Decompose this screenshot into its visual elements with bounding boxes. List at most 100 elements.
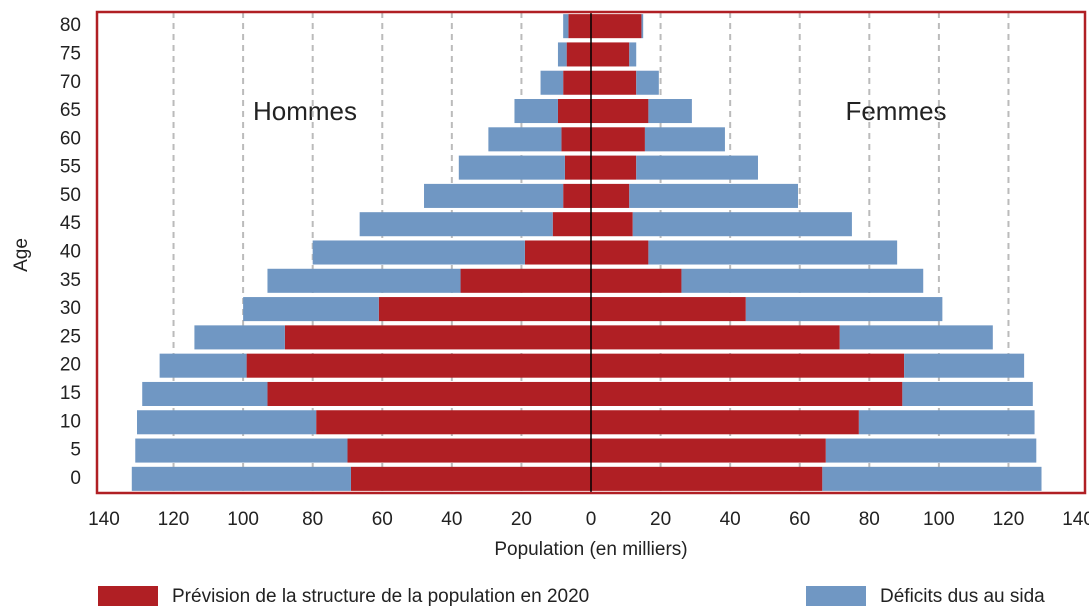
bar bbox=[591, 99, 649, 124]
bar bbox=[902, 381, 1033, 406]
bar bbox=[648, 99, 692, 124]
bar bbox=[552, 212, 591, 237]
bar bbox=[822, 466, 1042, 491]
bar bbox=[591, 381, 903, 406]
bar bbox=[312, 240, 525, 265]
annotation: Femmes bbox=[845, 96, 946, 126]
x-tick-label: 100 bbox=[227, 509, 259, 530]
bar bbox=[540, 70, 564, 95]
bar bbox=[591, 268, 682, 293]
bar bbox=[591, 42, 630, 67]
legend-label: Déficits dus au sida bbox=[880, 586, 1045, 607]
bar bbox=[561, 127, 591, 152]
bar bbox=[839, 325, 993, 350]
y-tick-label: 0 bbox=[70, 468, 81, 489]
y-tick-label: 45 bbox=[60, 213, 81, 234]
bar bbox=[316, 410, 591, 435]
x-tick-label: 140 bbox=[1062, 509, 1089, 530]
bar bbox=[591, 212, 633, 237]
bar bbox=[563, 14, 569, 39]
x-tick-label: 40 bbox=[720, 509, 741, 530]
bar bbox=[591, 240, 649, 265]
bar bbox=[267, 268, 461, 293]
bar bbox=[350, 466, 591, 491]
x-tick-label: 120 bbox=[993, 509, 1025, 530]
bar bbox=[566, 42, 591, 67]
bar bbox=[568, 14, 591, 39]
bar bbox=[557, 42, 567, 67]
bar bbox=[194, 325, 285, 350]
bar bbox=[745, 297, 943, 322]
bar bbox=[858, 410, 1035, 435]
x-tick-label: 40 bbox=[441, 509, 462, 530]
bar bbox=[591, 353, 905, 378]
bar bbox=[142, 381, 268, 406]
bar bbox=[591, 155, 637, 180]
bar bbox=[284, 325, 591, 350]
bar bbox=[644, 127, 725, 152]
plot-frame bbox=[95, 10, 1087, 495]
x-tick-label: 140 bbox=[88, 509, 120, 530]
bar bbox=[424, 183, 564, 208]
x-tick-label: 80 bbox=[859, 509, 880, 530]
bar bbox=[137, 410, 317, 435]
y-tick-label: 60 bbox=[60, 128, 81, 149]
x-tick-label: 100 bbox=[923, 509, 955, 530]
bar bbox=[159, 353, 247, 378]
x-tick-label: 120 bbox=[158, 509, 190, 530]
bar bbox=[514, 99, 558, 124]
x-tick-label: 20 bbox=[650, 509, 671, 530]
bar bbox=[636, 70, 659, 95]
bar bbox=[629, 42, 637, 67]
bar bbox=[135, 438, 348, 463]
legend-swatch bbox=[98, 586, 158, 606]
bar bbox=[636, 155, 758, 180]
y-tick-label: 55 bbox=[60, 157, 81, 178]
bar bbox=[563, 183, 591, 208]
bar bbox=[591, 325, 840, 350]
bar bbox=[557, 99, 591, 124]
bar bbox=[524, 240, 591, 265]
bar bbox=[591, 14, 642, 39]
bar bbox=[267, 381, 591, 406]
bar bbox=[681, 268, 924, 293]
bar bbox=[359, 212, 553, 237]
bar bbox=[648, 240, 898, 265]
y-tick-label: 80 bbox=[60, 15, 81, 36]
y-tick-label: 50 bbox=[60, 185, 81, 206]
bar bbox=[347, 438, 591, 463]
bar bbox=[563, 70, 591, 95]
bar bbox=[591, 70, 637, 95]
y-tick-label: 35 bbox=[60, 270, 81, 291]
bar bbox=[591, 127, 645, 152]
y-tick-label: 65 bbox=[60, 100, 81, 121]
bar bbox=[629, 183, 798, 208]
x-tick-label: 0 bbox=[586, 509, 597, 530]
x-tick-label: 80 bbox=[302, 509, 323, 530]
legend-label: Prévision de la structure de la populati… bbox=[172, 586, 589, 607]
x-axis-label: Population (en milliers) bbox=[494, 539, 687, 560]
bars bbox=[131, 14, 1042, 491]
bar bbox=[825, 438, 1037, 463]
x-tick-label: 60 bbox=[789, 509, 810, 530]
y-axis-label: Age bbox=[11, 238, 32, 272]
bar bbox=[632, 212, 852, 237]
bar bbox=[243, 297, 379, 322]
x-tick-label: 20 bbox=[511, 509, 532, 530]
x-tick-label: 60 bbox=[372, 509, 393, 530]
bar bbox=[564, 155, 591, 180]
y-tick-label: 70 bbox=[60, 72, 81, 93]
bar bbox=[641, 14, 644, 39]
annotation: Hommes bbox=[253, 96, 357, 126]
bar bbox=[591, 297, 746, 322]
bar bbox=[904, 353, 1025, 378]
bar bbox=[591, 466, 823, 491]
bar bbox=[488, 127, 562, 152]
y-tick-label: 25 bbox=[60, 326, 81, 347]
y-tick-label: 20 bbox=[60, 355, 81, 376]
bar bbox=[591, 183, 630, 208]
y-tick-label: 5 bbox=[70, 440, 81, 461]
y-tick-label: 75 bbox=[60, 43, 81, 64]
y-tick-label: 40 bbox=[60, 242, 81, 263]
